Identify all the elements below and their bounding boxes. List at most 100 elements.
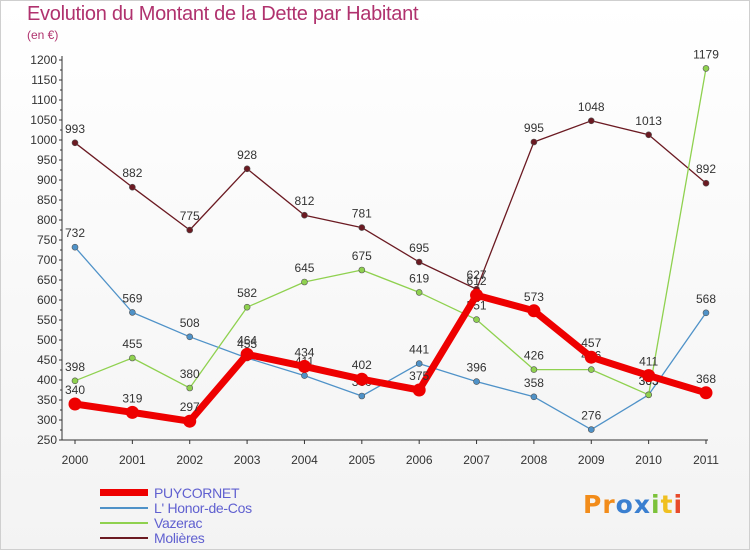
y-tick-label: 1000 (30, 133, 57, 147)
data-label: 402 (352, 358, 372, 372)
y-tick-label: 650 (37, 273, 57, 287)
y-tick-label: 950 (37, 153, 57, 167)
data-label: 411 (639, 355, 658, 369)
data-label: 426 (524, 349, 544, 363)
data-point (415, 289, 423, 296)
y-tick-label: 750 (37, 233, 57, 247)
data-point (584, 350, 598, 364)
legend-swatch (100, 489, 148, 496)
data-point (129, 354, 136, 362)
data-label: 928 (237, 148, 257, 162)
data-point (415, 360, 423, 367)
x-tick-label: 2010 (635, 453, 662, 467)
data-label: 508 (180, 316, 200, 330)
data-label: 1048 (578, 100, 605, 114)
data-label: 380 (180, 367, 200, 381)
y-tick-label: 250 (37, 433, 57, 447)
y-tick-label: 1150 (31, 73, 57, 87)
legend-item-vazerac: Vazerac (100, 514, 252, 531)
x-tick-label: 2005 (348, 453, 375, 467)
data-point (645, 391, 652, 399)
data-label: 775 (180, 209, 200, 223)
data-point (470, 288, 484, 302)
data-label: 612 (467, 274, 487, 288)
data-point (129, 309, 136, 316)
x-tick-label: 2004 (291, 453, 318, 467)
data-point (412, 383, 426, 397)
data-point (186, 333, 194, 341)
data-label: 619 (409, 271, 429, 285)
data-point (71, 139, 79, 147)
legend-label: Molières (154, 529, 205, 546)
data-point (358, 392, 366, 400)
y-tick-label: 1050 (30, 113, 57, 127)
data-point (68, 397, 82, 411)
data-point (702, 309, 710, 317)
data-point (587, 366, 595, 373)
y-tick-label: 700 (37, 253, 57, 267)
y-tick-label: 400 (37, 373, 57, 387)
x-tick-label: 2002 (176, 453, 203, 467)
logo-letter: o (615, 490, 634, 519)
data-point (473, 378, 480, 385)
data-point (415, 258, 423, 266)
data-point (240, 347, 254, 361)
y-tick-label: 900 (37, 173, 57, 187)
data-label: 276 (581, 409, 601, 423)
data-point (129, 183, 136, 191)
data-label: 457 (581, 336, 601, 350)
data-label: 582 (237, 286, 257, 300)
data-point (702, 65, 710, 72)
data-label: 340 (65, 383, 85, 397)
data-point (642, 369, 656, 383)
legend-item-honor-de-cos: L' Honor-de-Cos (100, 499, 252, 516)
data-point (587, 426, 595, 433)
data-label: 368 (696, 372, 716, 386)
y-tick-label: 300 (37, 413, 57, 427)
proxiti-logo: Proxiti (583, 490, 683, 519)
legend-swatch (100, 521, 148, 524)
x-tick-label: 2007 (463, 453, 490, 467)
data-point (355, 372, 369, 386)
y-tick-label: 1100 (31, 93, 57, 107)
legend-label: Vazerac (154, 514, 203, 531)
data-point (243, 165, 251, 173)
legend-item-molieres: Molières (100, 529, 252, 546)
y-tick-label: 450 (37, 353, 57, 367)
data-point (527, 304, 541, 318)
data-label: 1179 (693, 47, 719, 61)
y-tick-label: 600 (37, 293, 57, 307)
data-label: 1013 (635, 114, 662, 128)
data-point (301, 278, 308, 286)
data-point (473, 316, 480, 323)
data-label: 573 (524, 290, 544, 304)
x-tick-label: 2006 (406, 453, 433, 467)
legend-label: L' Honor-de-Cos (154, 499, 252, 516)
logo-letter: i (651, 490, 661, 519)
data-point (699, 386, 713, 400)
data-point (297, 359, 311, 373)
y-tick-label: 500 (37, 333, 57, 347)
data-label: 627 (467, 268, 487, 282)
data-point (183, 414, 197, 428)
data-label: 645 (294, 261, 314, 275)
legend-swatch (100, 536, 148, 539)
x-tick-label: 2000 (62, 453, 89, 467)
y-tick-label: 850 (37, 193, 57, 207)
unit-label: (en €) (27, 28, 59, 42)
data-label: 434 (294, 345, 314, 359)
logo-letter: i (673, 490, 684, 519)
data-point (71, 243, 79, 251)
legend: PUYCORNET L' Honor-de-Cos Vazerac Molièr… (100, 485, 252, 546)
x-tick-label: 2003 (234, 453, 261, 467)
data-label: 892 (696, 162, 716, 176)
logo-letter: r (602, 490, 616, 519)
series-line-vazerac (74, 67, 707, 396)
y-tick-label: 800 (37, 213, 57, 227)
data-label: 396 (467, 361, 487, 375)
y-tick-label: 350 (37, 393, 57, 407)
logo-letter: x (633, 490, 651, 519)
data-point (358, 224, 366, 231)
data-point (125, 405, 139, 419)
